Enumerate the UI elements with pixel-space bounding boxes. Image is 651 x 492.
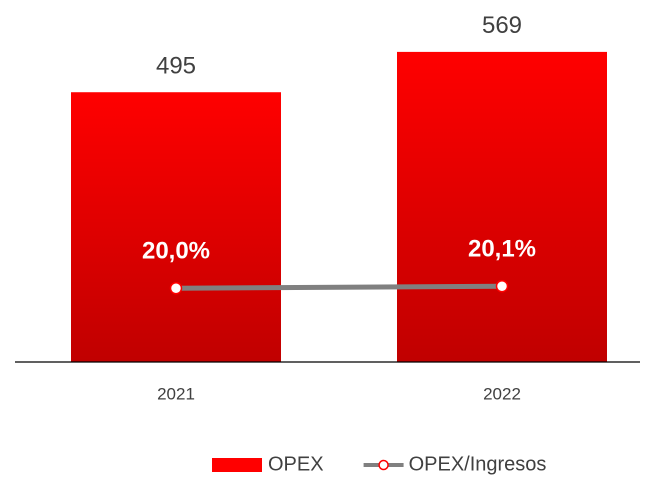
line-marker <box>169 281 183 295</box>
line-marker <box>495 279 509 293</box>
bar-value-label: 569 <box>482 12 522 39</box>
bar <box>397 51 607 363</box>
legend-marker <box>378 459 389 471</box>
x-tick-label: 2021 <box>157 384 195 403</box>
legend-swatch <box>212 458 262 472</box>
line <box>175 283 503 291</box>
legend-label: OPEX/Ingresos <box>409 453 547 475</box>
line-value-label: 20,1% <box>468 236 536 263</box>
x-tick-label: 2022 <box>483 384 521 403</box>
bar <box>71 92 281 362</box>
line-value-label: 20,0% <box>142 238 210 265</box>
bar-value-label: 495 <box>156 53 196 80</box>
legend-label: OPEX <box>268 453 324 475</box>
